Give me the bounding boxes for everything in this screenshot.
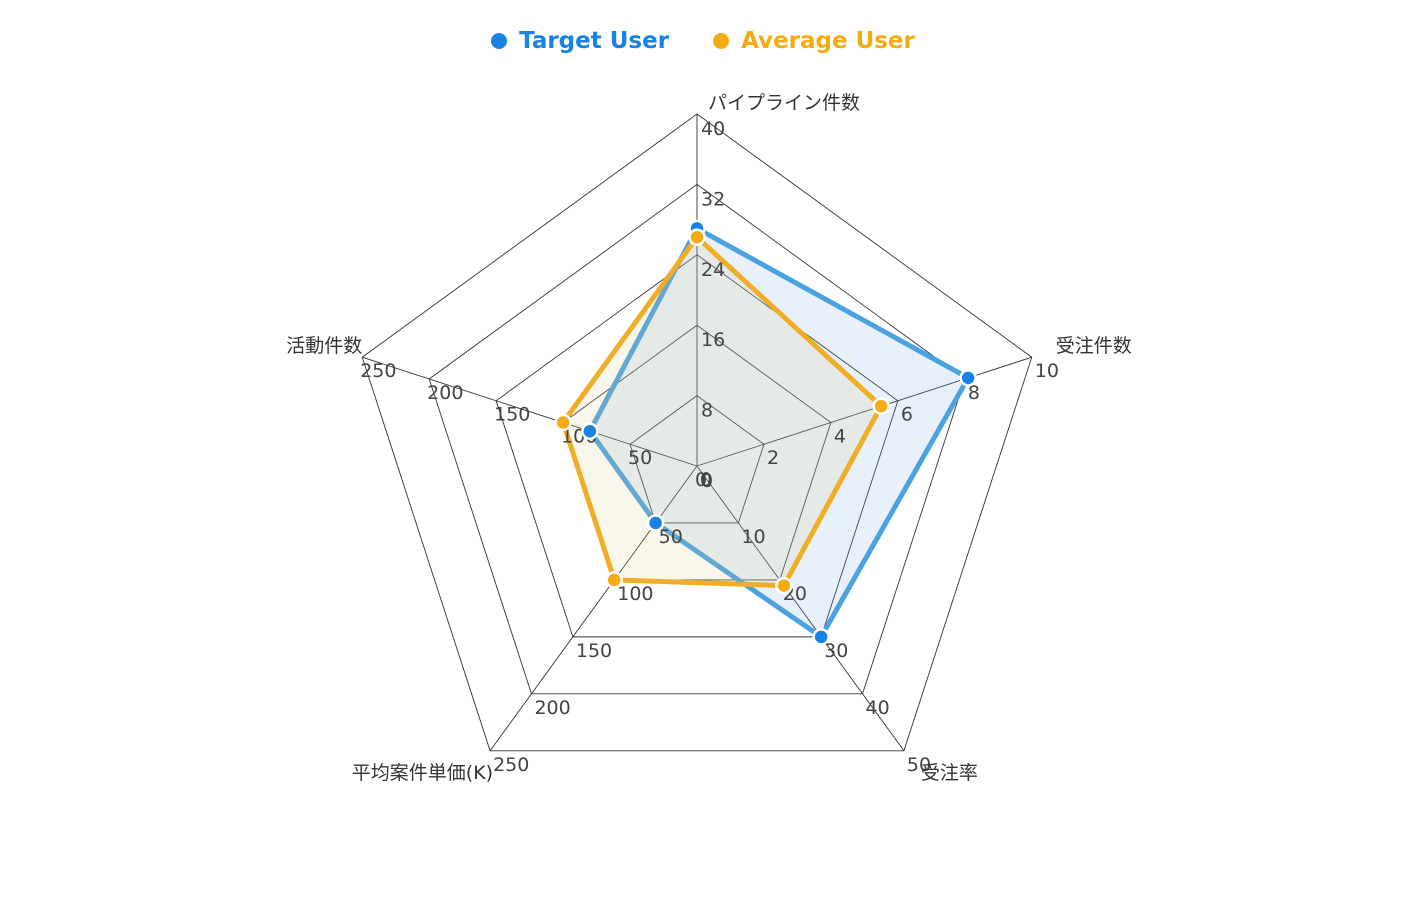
data-point bbox=[605, 571, 623, 589]
axis-label: 活動件数 bbox=[286, 335, 362, 357]
chart-legend: Target User Average User bbox=[0, 28, 1406, 54]
legend-item-average-user[interactable]: Average User bbox=[713, 28, 915, 54]
data-point bbox=[775, 576, 793, 595]
axis-spoke bbox=[489, 465, 698, 752]
grid-ring bbox=[361, 113, 1033, 752]
tick-label: 250 bbox=[493, 754, 529, 776]
tick-label: 50 bbox=[907, 754, 931, 776]
markers-layer bbox=[554, 219, 977, 646]
data-point bbox=[872, 397, 890, 415]
axis-spoke bbox=[362, 356, 698, 467]
tick-label: 150 bbox=[576, 640, 612, 662]
tick-label: 50 bbox=[628, 447, 652, 469]
axis-label: パイプライン件数 bbox=[708, 92, 860, 114]
data-point bbox=[688, 228, 706, 246]
tick-label: 0 bbox=[700, 469, 712, 491]
tick-label: 0 bbox=[700, 469, 712, 491]
tick-label: 100 bbox=[617, 583, 653, 605]
legend-label: Average User bbox=[741, 28, 915, 54]
data-point bbox=[812, 628, 830, 646]
legend-marker-icon bbox=[491, 33, 508, 49]
tick-label: 0 bbox=[700, 469, 712, 491]
data-point bbox=[646, 514, 665, 532]
grid-ring bbox=[562, 324, 832, 581]
data-point bbox=[554, 413, 572, 432]
tick-label: 6 bbox=[901, 404, 913, 426]
tick-label: 250 bbox=[360, 360, 396, 382]
radar-grid bbox=[361, 113, 1033, 752]
grid-ring bbox=[629, 395, 765, 524]
tick-label: 32 bbox=[701, 188, 725, 210]
tick-label: 50 bbox=[659, 526, 683, 548]
axis-spoke bbox=[696, 465, 905, 752]
tick-label: 8 bbox=[968, 382, 980, 404]
tick-label: 2 bbox=[767, 447, 779, 469]
series-area bbox=[586, 224, 972, 641]
tick-label: 16 bbox=[701, 329, 725, 351]
series-area bbox=[560, 233, 885, 589]
tick-label: 10 bbox=[1035, 360, 1059, 382]
data-point bbox=[959, 369, 977, 387]
grid-ring bbox=[495, 254, 899, 638]
tick-label: 24 bbox=[701, 259, 725, 281]
tick-label: 200 bbox=[534, 697, 570, 719]
tick-labels: 0816243240024681001020304050050100150200… bbox=[360, 118, 1059, 776]
tick-label: 4 bbox=[834, 425, 846, 447]
axis-label: 平均案件単価(K) bbox=[352, 762, 493, 784]
data-point bbox=[581, 422, 599, 440]
tick-label: 40 bbox=[701, 118, 725, 140]
legend-marker-icon bbox=[713, 33, 730, 49]
tick-label: 8 bbox=[701, 400, 713, 422]
tick-label: 30 bbox=[824, 640, 848, 662]
axis-label: 受注率 bbox=[921, 762, 978, 784]
tick-label: 150 bbox=[494, 404, 530, 426]
tick-label: 40 bbox=[866, 697, 890, 719]
legend-item-target-user[interactable]: Target User bbox=[491, 28, 669, 54]
axis-label: 受注件数 bbox=[1056, 335, 1132, 357]
series-layer bbox=[560, 224, 972, 641]
tick-label: 0 bbox=[701, 470, 713, 492]
grid-ring bbox=[428, 183, 966, 695]
tick-label: 10 bbox=[741, 526, 765, 548]
tick-label: 0 bbox=[695, 469, 707, 491]
legend-label: Target User bbox=[519, 28, 670, 54]
tick-label: 200 bbox=[427, 382, 463, 404]
